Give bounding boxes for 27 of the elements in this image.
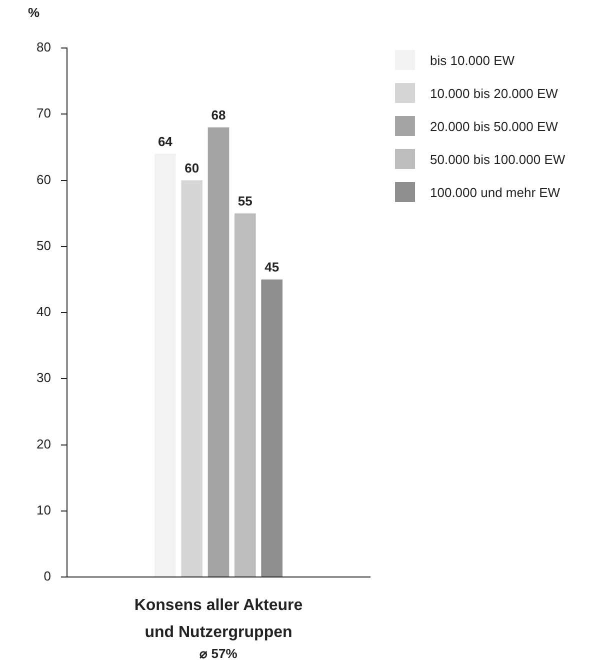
data-label: 64 — [158, 134, 174, 149]
bar — [261, 279, 282, 576]
bar — [208, 127, 230, 576]
data-label: 60 — [184, 160, 200, 176]
bar — [181, 180, 202, 576]
y-tick-label: 0 — [44, 568, 51, 584]
y-axis-title: % — [28, 5, 40, 20]
y-tick-label: 60 — [36, 172, 51, 187]
bar — [154, 154, 176, 576]
data-label: 55 — [238, 193, 252, 208]
y-tick-label: 50 — [36, 238, 51, 253]
legend-label: bis 10.000 EW — [430, 52, 515, 68]
y-tick-label: 40 — [36, 304, 51, 320]
data-label: 45 — [264, 260, 280, 275]
legend-label: 20.000 bis 50.000 EW — [430, 118, 558, 134]
data-label: 68 — [211, 107, 226, 122]
y-tick-label: 80 — [36, 40, 51, 55]
x-tick-label: Konsens aller Akteure und Nutzergruppen — [133, 596, 304, 643]
text: ⌀ 57% — [198, 646, 238, 661]
legend-label: 10.000 bis 20.000 EW — [430, 86, 558, 100]
y-tick-label: 70 — [36, 106, 51, 121]
y-tick-label: 30 — [36, 370, 51, 386]
y-tick-label: 20 — [36, 436, 51, 452]
bar — [234, 213, 256, 576]
y-tick-label: 10 — [36, 502, 51, 518]
legend-label: 50.000 bis 100.000 EW — [430, 152, 566, 166]
legend-label: 100.000 und mehr EW — [430, 184, 560, 200]
